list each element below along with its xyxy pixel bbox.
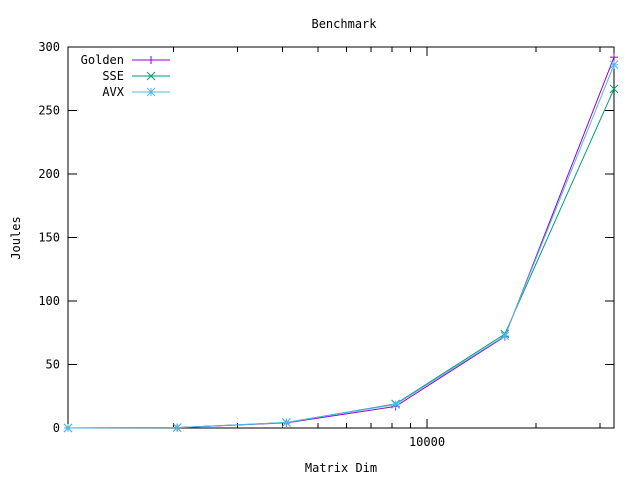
series-line-sse — [67, 88, 615, 429]
data-point-avx — [500, 331, 510, 341]
y-tick-label: 200 — [38, 167, 60, 181]
y-tick-label: 50 — [46, 358, 60, 372]
legend: Golden SSE AVX — [81, 53, 170, 99]
legend-marker-avx — [146, 87, 156, 97]
y-tick-label: 150 — [38, 231, 60, 245]
series-line-golden — [67, 57, 615, 429]
y-tick-label: 250 — [38, 104, 60, 118]
series-line-avx — [67, 64, 615, 429]
x-tick-label: 10000 — [409, 435, 445, 449]
data-point-sse — [609, 84, 619, 94]
axes: 0 50 100 150 200 250 300 10000 — [38, 40, 615, 449]
legend-label-sse: SSE — [102, 69, 124, 83]
legend-label-golden: Golden — [81, 53, 124, 67]
y-tick-label: 0 — [53, 421, 60, 435]
series-lines — [63, 53, 619, 433]
y-tick-label: 100 — [38, 294, 60, 308]
data-point-golden — [610, 53, 618, 62]
legend-marker-golden — [147, 56, 155, 64]
data-point-avx — [172, 423, 182, 432]
plot-border — [67, 46, 615, 429]
legend-marker-sse — [146, 71, 156, 81]
y-axis-label: Joules — [9, 216, 23, 259]
chart-title: Benchmark — [311, 17, 377, 31]
data-point-avx — [63, 423, 73, 433]
data-point-avx — [609, 60, 619, 70]
x-axis-label: Matrix Dim — [305, 461, 377, 475]
data-point-avx — [391, 400, 400, 409]
data-point-avx — [282, 418, 291, 427]
legend-label-avx: AVX — [102, 85, 124, 99]
y-tick-label: 300 — [38, 40, 60, 54]
